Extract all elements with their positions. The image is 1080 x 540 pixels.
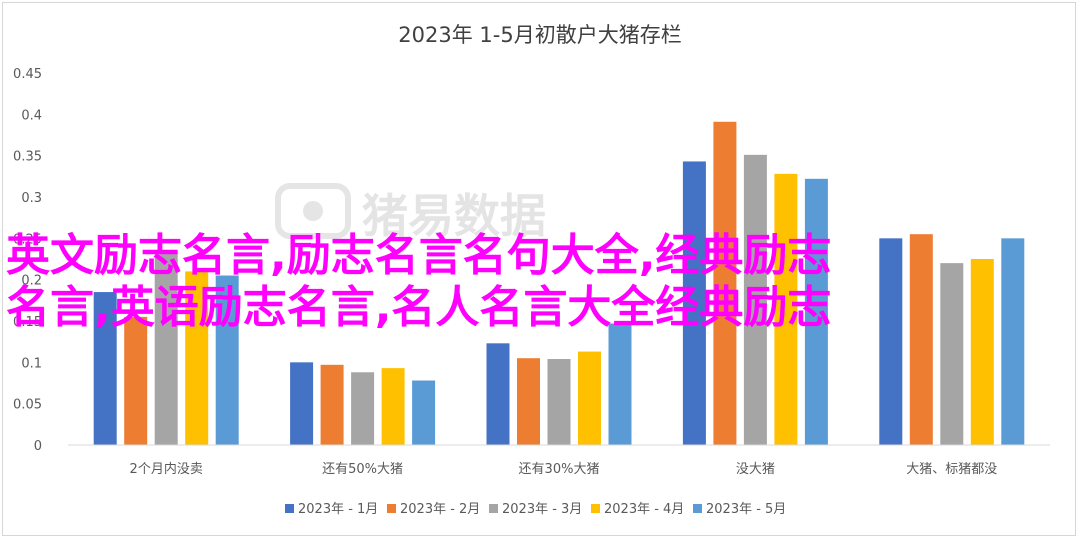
legend-swatch (489, 504, 498, 513)
y-tick-label: 0.1 (21, 356, 42, 371)
bar (517, 358, 540, 445)
bar (547, 359, 571, 445)
bar (185, 271, 209, 445)
bar (909, 234, 933, 445)
x-axis: 2个月内没卖 还有50%大猪 还有30%大猪 没大猪 大猪、标猪都没 (130, 461, 998, 477)
x-tick-label: 2个月内没卖 (130, 461, 203, 477)
bars (93, 121, 1025, 446)
bar (682, 161, 706, 445)
legend-label: 2023年 - 4月 (604, 502, 684, 517)
bar (578, 351, 601, 445)
y-tick-label: 0.4 (21, 108, 42, 123)
legend-swatch (693, 504, 702, 513)
bar (743, 154, 767, 445)
x-tick-label: 大猪、标猪都没 (906, 462, 997, 477)
overlay-text: 英文励志名言,励志名言名句大全,经典励志 名言,英语励志名言,名人名言大全经典励… (6, 230, 831, 333)
bar (1001, 238, 1025, 445)
x-tick-label: 还有30%大猪 (519, 462, 600, 477)
bar (879, 238, 903, 445)
watermark: 猪易数据 (275, 183, 546, 243)
y-tick-label: 0 (34, 439, 42, 454)
legend-label: 2023年 - 3月 (502, 502, 582, 517)
y-tick-label: 0.15 (13, 315, 42, 330)
bar (124, 316, 148, 445)
chart-title: 2023年 1-5月初散户大猪存栏 (398, 23, 681, 47)
overlay-line-1: 英文励志名言,励志名言名句大全,经典励志 (6, 230, 831, 281)
bar (412, 380, 436, 445)
legend-label: 2023年 - 5月 (706, 502, 786, 517)
y-tick-label: 0.35 (13, 150, 42, 165)
legend-swatch (387, 504, 396, 513)
y-axis: 0 0.05 0.1 0.15 0.2 0.25 0.3 0.35 0.4 0.45 (13, 67, 42, 454)
overlay-line-2: 名言,英语励志名言,名人名言大全经典励志 (6, 282, 831, 333)
legend-swatch (285, 504, 294, 513)
legend-label: 2023年 - 1月 (298, 502, 378, 517)
pig-logo-snout (303, 201, 323, 221)
bar (154, 253, 178, 445)
x-tick-label: 没大猪 (736, 462, 775, 477)
y-tick-label: 0.3 (21, 191, 42, 206)
bar (970, 259, 994, 445)
y-tick-label: 0.45 (13, 67, 42, 82)
bar (804, 178, 828, 445)
bar (713, 121, 737, 446)
y-tick-label: 0.05 (13, 398, 42, 413)
pig-logo-icon (275, 183, 351, 239)
bar (215, 275, 239, 445)
legend: 2023年 - 1月 2023年 - 2月 2023年 - 3月 2023年 - 4月… (285, 502, 786, 517)
bar (940, 263, 964, 445)
bar (93, 292, 117, 445)
legend-swatch (591, 504, 600, 513)
watermark-text: 猪易数据 (362, 189, 546, 243)
bar (608, 323, 632, 445)
bar (486, 343, 510, 445)
x-tick-label: 还有50%大猪 (322, 462, 403, 477)
bar (381, 368, 405, 445)
bar (320, 364, 344, 445)
y-tick-label: 0.2 (21, 274, 42, 289)
bar (290, 362, 314, 445)
bar (351, 372, 375, 445)
bar (774, 173, 798, 445)
legend-label: 2023年 - 2月 (400, 502, 480, 517)
y-tick-label: 0.25 (13, 232, 42, 247)
